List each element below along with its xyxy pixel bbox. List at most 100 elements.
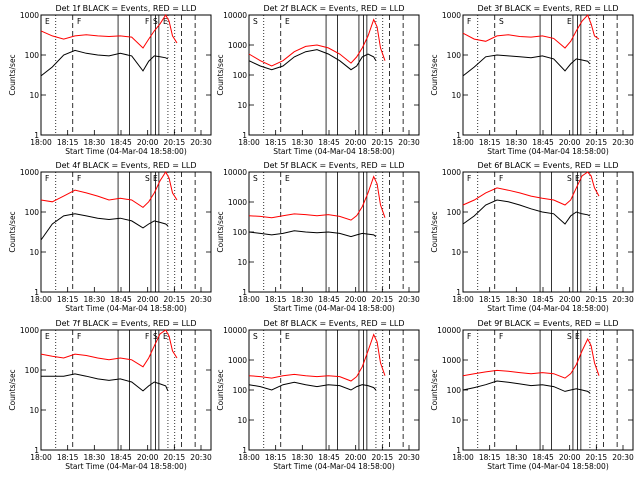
lld-series-line (40, 171, 178, 209)
y-axis-label: Counts/sec (8, 369, 17, 410)
plot-panel: Det 1f BLACK = Events, RED = LLDEFFSE110… (8, 4, 212, 156)
x-tick-label: 18:00 (452, 138, 474, 147)
y-axis-label: Counts/sec (8, 54, 17, 95)
y-tick-label: 1 (456, 288, 461, 297)
flag-label: E (567, 17, 572, 26)
x-axis-label: Start Time (04-Mar-04 18:58:00) (273, 462, 395, 471)
x-tick-label: 20:15 (586, 295, 608, 304)
events-series-line (248, 381, 377, 391)
y-tick-label: 10 (237, 101, 247, 110)
y-tick-label: 100 (25, 51, 40, 60)
x-tick-label: 18:45 (110, 295, 132, 304)
y-tick-label: 10 (451, 416, 461, 425)
y-axis-label: Counts/sec (430, 211, 439, 252)
plot-frame (40, 171, 212, 293)
plot-panel: Det 4f BLACK = Events, RED = LLDFFSE1101… (8, 161, 212, 313)
y-tick-label: 10 (451, 91, 461, 100)
x-tick-label: 20:00 (137, 453, 159, 462)
y-tick-label: 10 (237, 258, 247, 267)
y-tick-label: 100 (447, 386, 462, 395)
events-series-line (248, 230, 377, 238)
x-tick-label: 18:30 (84, 453, 106, 462)
y-tick-label: 1000 (442, 168, 461, 177)
y-tick-label: 10 (29, 406, 39, 415)
flag-label: E (285, 174, 290, 183)
plot-title: Det 8f BLACK = Events, RED = LLD (263, 319, 404, 328)
events-series-line (248, 49, 377, 71)
plot-panel: Det 5f BLACK = Events, RED = LLD S E 1 10 100… (216, 161, 420, 313)
flag-label: F (499, 332, 503, 341)
y-tick-label: 100 (233, 386, 248, 395)
x-axis-label: Start Time (04-Mar-04 18:58:00) (487, 304, 609, 313)
x-tick-label: 20:15 (372, 453, 394, 462)
flag-label: S (567, 332, 572, 341)
x-tick-label: 18:45 (532, 138, 554, 147)
x-tick-label: 20:00 (345, 138, 367, 147)
x-tick-label: 18:00 (30, 138, 52, 147)
x-tick-label: 20:15 (372, 138, 394, 147)
flag-label: F (467, 17, 471, 26)
lld-series-line (462, 14, 600, 49)
plot-title: Det 5f BLACK = Events, RED = LLD (263, 161, 404, 170)
lld-series-line (248, 18, 386, 67)
x-tick-label: 20:30 (398, 453, 420, 462)
x-tick-label: 20:00 (345, 453, 367, 462)
plot-title: Det 1f BLACK = Events, RED = LLD (55, 4, 196, 13)
y-tick-label: 1000 (442, 356, 461, 365)
x-tick-label: 18:15 (479, 138, 501, 147)
x-tick-label: 18:00 (238, 138, 260, 147)
x-tick-label: 18:00 (452, 295, 474, 304)
events-series-line (40, 49, 169, 77)
plot-frame (462, 171, 634, 293)
x-tick-label: 18:30 (292, 138, 314, 147)
x-axis-label: Start Time (04-Mar-04 18:58:00) (65, 304, 187, 313)
flag-label: F (145, 332, 149, 341)
x-tick-label: 18:30 (84, 295, 106, 304)
y-tick-label: 1000 (228, 356, 247, 365)
plot-frame (40, 329, 212, 451)
plot-panel: Det 6f BLACK = Events, RED = LLDFFSE1101… (430, 161, 634, 313)
x-tick-label: 20:15 (586, 138, 608, 147)
x-tick-label: 18:30 (84, 138, 106, 147)
plot-title: Det 2f BLACK = Events, RED = LLD (263, 4, 404, 13)
plot-title: Det 4f BLACK = Events, RED = LLD (55, 161, 196, 170)
x-tick-label: 18:00 (30, 453, 52, 462)
x-tick-label: 18:45 (318, 453, 340, 462)
plot-panel: Det 8f BLACK = Events, RED = LLD S E 1 10 100… (216, 319, 420, 471)
x-tick-label: 18:45 (110, 138, 132, 147)
x-tick-label: 20:00 (345, 295, 367, 304)
x-tick-label: 18:30 (506, 295, 528, 304)
y-axis-label: Counts/sec (216, 369, 225, 410)
x-tick-label: 18:45 (532, 453, 554, 462)
y-tick-label: 10000 (437, 326, 461, 335)
x-tick-label: 18:00 (238, 453, 260, 462)
flag-label: S (253, 332, 258, 341)
flag-label: F (77, 17, 81, 26)
y-tick-label: 10000 (223, 326, 247, 335)
y-tick-label: 100 (25, 208, 40, 217)
x-tick-label: 20:00 (137, 295, 159, 304)
x-tick-label: 18:15 (57, 295, 79, 304)
x-tick-label: 20:30 (612, 138, 634, 147)
plot-title: Det 3f BLACK = Events, RED = LLD (477, 4, 618, 13)
x-tick-label: 18:15 (479, 295, 501, 304)
flag-label: S (499, 17, 504, 26)
x-tick-label: 20:15 (164, 138, 186, 147)
x-tick-label: 18:45 (110, 453, 132, 462)
flag-label: E (45, 17, 50, 26)
x-tick-label: 18:00 (30, 295, 52, 304)
flag-label: S (253, 174, 258, 183)
y-tick-label: 1 (34, 131, 39, 140)
y-axis-label: Counts/sec (8, 211, 17, 252)
flag-label: F (467, 332, 471, 341)
y-tick-label: 10 (237, 416, 247, 425)
y-axis-label: Counts/sec (430, 369, 439, 410)
flag-label: E (285, 332, 290, 341)
y-tick-label: 10000 (223, 11, 247, 20)
x-tick-label: 20:15 (586, 453, 608, 462)
y-tick-label: 1 (456, 446, 461, 455)
flag-label: F (145, 17, 149, 26)
x-tick-label: 18:15 (265, 138, 287, 147)
x-axis-label: Start Time (04-Mar-04 18:58:00) (273, 304, 395, 313)
plot-title: Det 7f BLACK = Events, RED = LLD (55, 319, 196, 328)
